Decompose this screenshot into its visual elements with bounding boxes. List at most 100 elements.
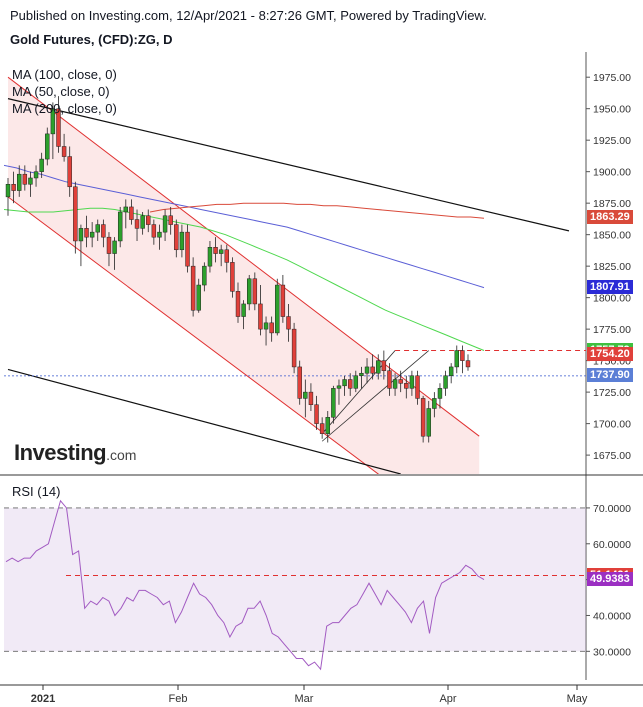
candle <box>258 285 263 336</box>
price-label: 1737.90 <box>587 367 633 382</box>
candle <box>275 278 280 336</box>
candle-body <box>364 366 370 374</box>
candle-body <box>280 284 286 317</box>
candle-body <box>331 388 336 418</box>
candle <box>426 400 431 443</box>
candle-body <box>235 291 241 317</box>
candle <box>218 244 224 267</box>
x-axis: 2021 Feb Mar Apr May <box>0 684 643 705</box>
candle <box>297 360 302 405</box>
candle <box>376 354 381 380</box>
candle <box>235 282 241 323</box>
candle <box>353 370 359 393</box>
legend-ma50: MA (50, close, 0) <box>12 84 110 99</box>
candle <box>106 232 112 267</box>
candle-body <box>5 184 11 198</box>
candle <box>420 395 426 443</box>
candle <box>241 300 246 330</box>
symbol-title: Gold Futures, (CFD):ZG, D <box>10 32 173 47</box>
candle <box>179 224 185 258</box>
ma200-line <box>149 202 485 219</box>
candle-body <box>61 146 67 157</box>
candle <box>33 165 39 187</box>
candle-body <box>33 171 39 179</box>
candle-body <box>218 249 224 254</box>
time-tick-label: Apr <box>439 693 456 705</box>
candle <box>409 370 415 396</box>
candle-body <box>67 156 72 188</box>
candle-body <box>437 388 443 399</box>
candle-body <box>28 177 33 185</box>
trendline-lower <box>7 368 401 474</box>
candle-body <box>275 284 280 334</box>
candle-body <box>263 322 269 330</box>
candle-body <box>11 184 16 191</box>
candle-body <box>465 360 471 368</box>
candle <box>11 171 16 204</box>
price-label: 1863.29 <box>587 209 633 224</box>
candle-body <box>140 215 145 229</box>
candle <box>84 215 89 248</box>
candle-body <box>426 408 431 437</box>
candle-body <box>207 247 213 267</box>
candle <box>129 199 134 225</box>
candle <box>73 181 78 254</box>
candle-body <box>157 231 162 238</box>
candle <box>140 211 145 235</box>
candle <box>22 165 28 191</box>
candle-body <box>224 249 229 263</box>
candle-body <box>325 417 330 434</box>
candle <box>45 127 50 166</box>
rsi-line <box>5 499 485 671</box>
candle <box>5 177 11 216</box>
candle <box>207 240 213 273</box>
price-label: 1807.91 <box>587 279 633 294</box>
candle <box>17 165 22 197</box>
candle <box>398 370 403 393</box>
trendline-upper <box>7 98 570 232</box>
candle-body <box>415 375 420 399</box>
candle-body <box>129 206 134 220</box>
candle-body <box>146 215 151 225</box>
candle <box>415 370 420 405</box>
candle <box>370 354 375 380</box>
candle <box>168 206 173 235</box>
candle <box>202 262 207 292</box>
candle <box>134 209 140 241</box>
candle <box>308 383 314 412</box>
time-tick-label: May <box>567 693 588 705</box>
candle <box>230 257 235 298</box>
candle-body <box>392 379 398 389</box>
candle <box>291 322 297 374</box>
candle <box>247 274 252 311</box>
candle-body <box>247 278 252 305</box>
candle <box>319 417 325 439</box>
candle-body <box>196 284 201 311</box>
rsi-tick-label: 60.0000 <box>593 539 631 551</box>
candle-body <box>308 391 314 405</box>
candle <box>387 363 392 396</box>
rsi-tick-label: 40.0000 <box>593 610 631 622</box>
candle <box>432 392 437 418</box>
candle <box>443 370 448 396</box>
candle <box>28 171 33 197</box>
candle <box>347 373 353 396</box>
candle-body <box>84 228 89 238</box>
price-tick-label: 1950.00 <box>593 104 631 116</box>
candle-body <box>454 350 459 368</box>
candle <box>174 219 179 258</box>
candle-body <box>106 236 112 254</box>
candle-body <box>314 404 319 424</box>
candle <box>56 96 61 153</box>
candle-body <box>162 215 168 233</box>
candle <box>185 224 190 273</box>
candle <box>314 395 319 430</box>
candle <box>89 222 95 248</box>
candle-body <box>336 385 342 389</box>
candle-body <box>22 173 28 185</box>
ma50-line <box>4 207 485 351</box>
price-plot <box>4 76 586 474</box>
price-tick-label: 1925.00 <box>593 135 631 147</box>
wedge-lower-line <box>321 350 429 442</box>
candle-body <box>460 350 465 361</box>
